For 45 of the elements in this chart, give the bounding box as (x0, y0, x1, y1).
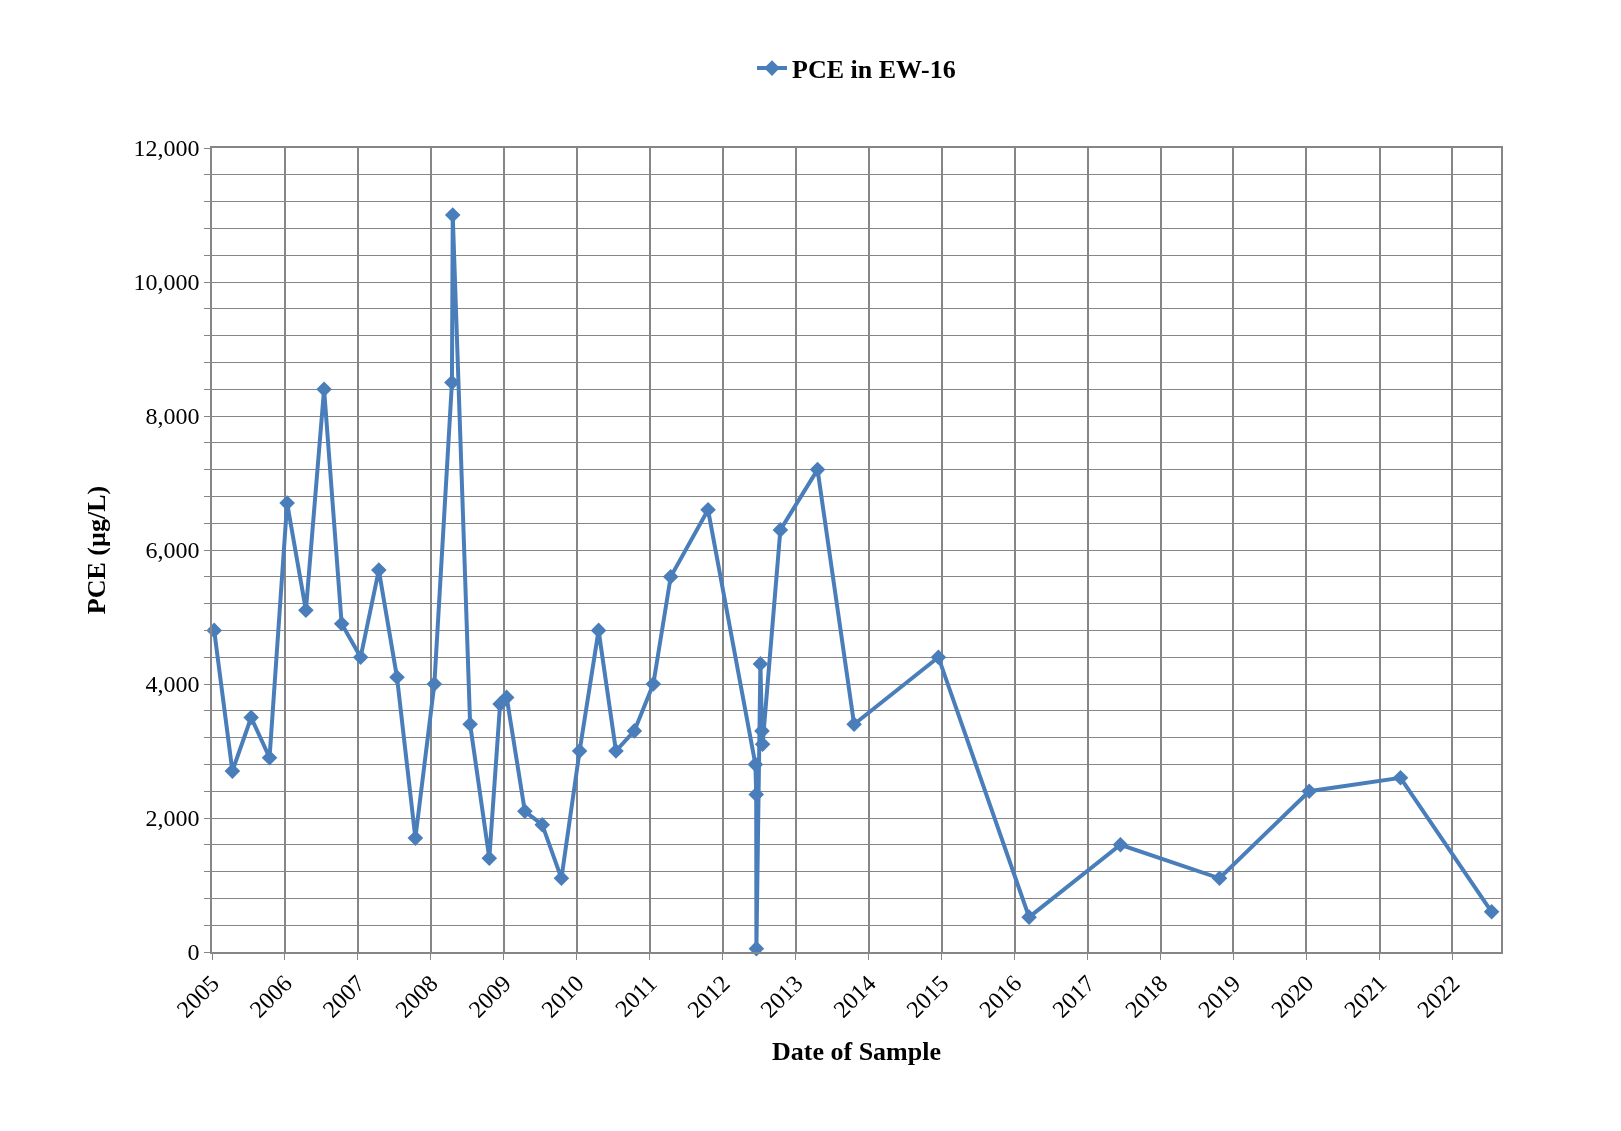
point (407, 830, 424, 846)
y-axis-title: PCE (µg/L) (82, 485, 112, 615)
point (772, 522, 789, 538)
point (316, 381, 332, 397)
point (1112, 837, 1129, 853)
point (571, 743, 588, 759)
point (1211, 870, 1228, 887)
point (626, 723, 643, 739)
x-axis-title: Date of Sample (772, 1036, 941, 1066)
point (645, 676, 662, 692)
point (662, 569, 679, 585)
point (389, 669, 405, 686)
point (846, 716, 862, 732)
legend-label: PCE in EW-16 (792, 55, 956, 85)
point (608, 743, 624, 759)
point (752, 656, 769, 672)
point (1483, 904, 1500, 920)
point (534, 816, 551, 833)
point (809, 461, 826, 478)
point (748, 786, 765, 803)
point (1301, 783, 1318, 799)
y-tick-label: 2,000 (145, 805, 200, 832)
point (444, 207, 461, 223)
point (700, 502, 716, 518)
y-tick-label: 4,000 (145, 671, 200, 698)
point (1392, 770, 1409, 786)
y-tick-label: 12,000 (133, 135, 200, 162)
point (462, 716, 478, 732)
point (298, 602, 314, 619)
y-tick-label: 6,000 (145, 537, 200, 564)
y-tick-label: 0 (187, 939, 200, 966)
point (1021, 909, 1037, 925)
point (747, 756, 764, 773)
point (930, 649, 947, 665)
y-tick-label: 8,000 (145, 403, 200, 430)
point (426, 676, 443, 692)
point (481, 850, 498, 866)
point (224, 763, 241, 779)
point (279, 495, 295, 511)
point (333, 615, 350, 632)
point (371, 562, 387, 578)
point (352, 649, 369, 665)
point (243, 709, 259, 726)
point (517, 803, 533, 820)
y-tick-label: 10,000 (133, 269, 200, 296)
